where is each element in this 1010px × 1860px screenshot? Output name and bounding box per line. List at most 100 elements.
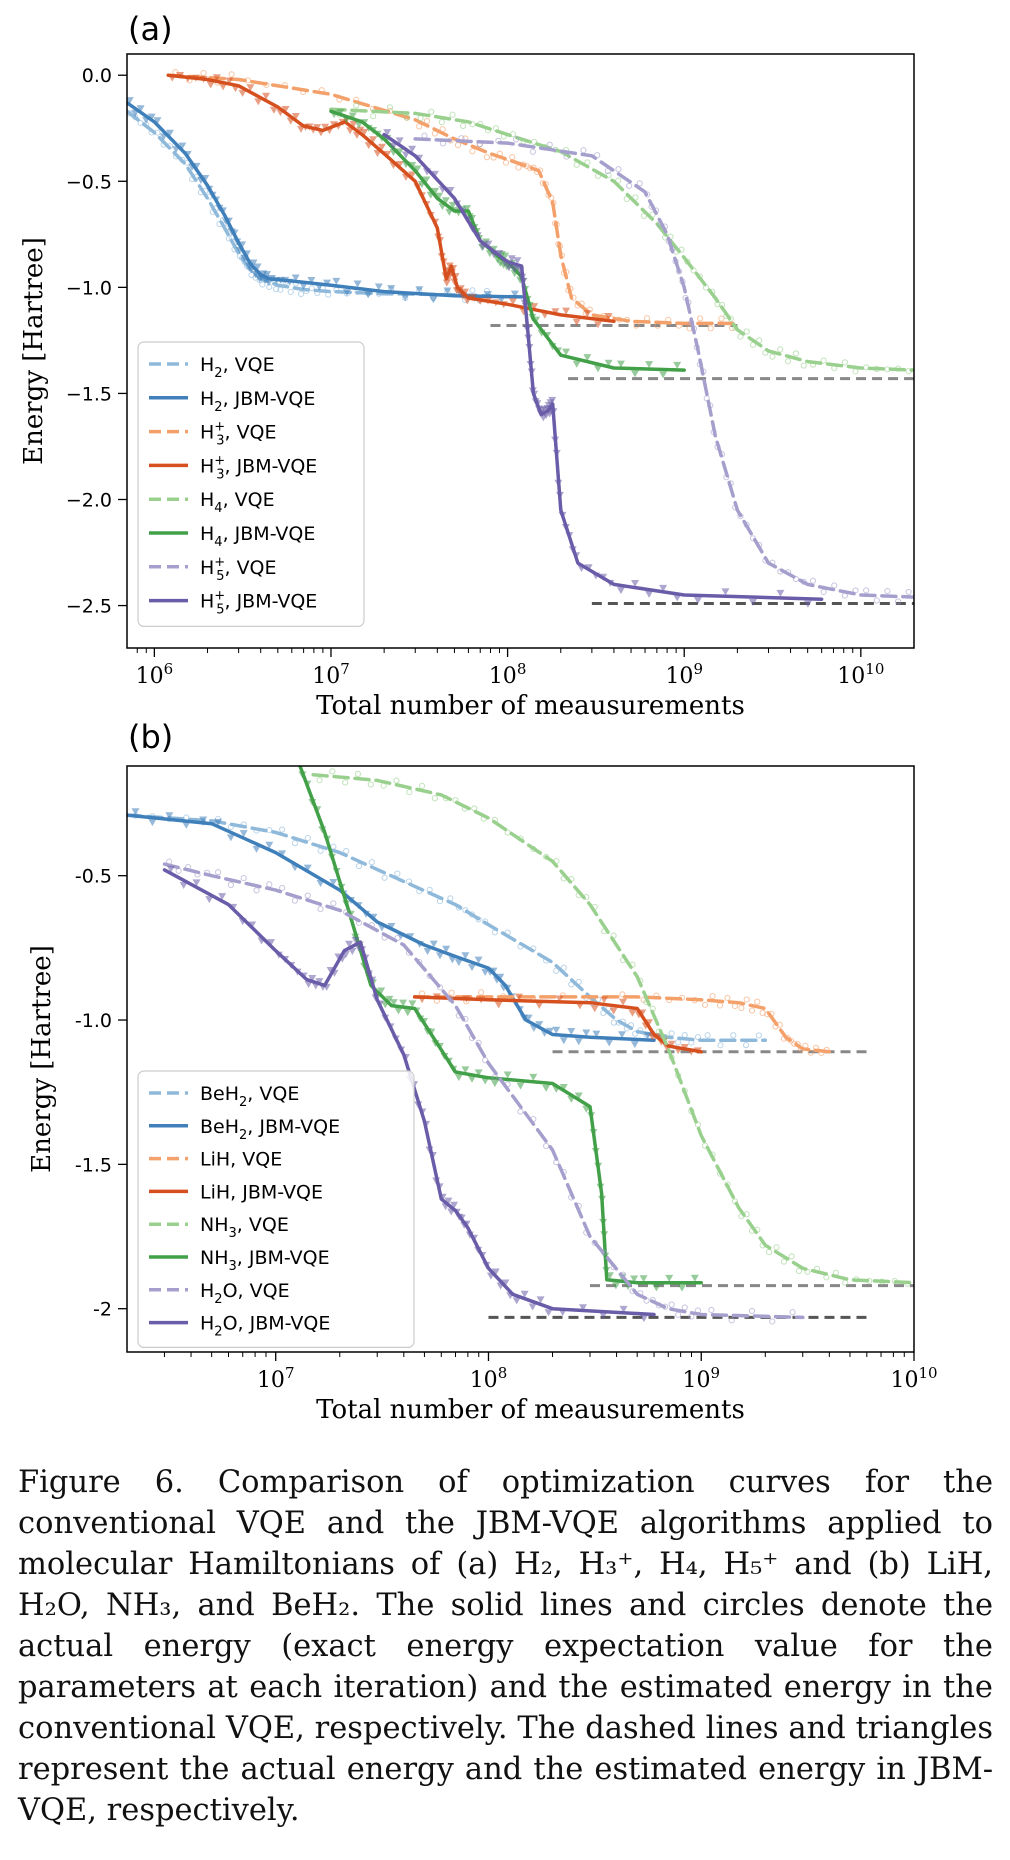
series-line-lih-jbm-vqe <box>412 995 703 1054</box>
estimate-marker <box>562 307 571 315</box>
estimate-marker <box>467 1075 476 1083</box>
estimate-marker <box>820 588 827 596</box>
estimate-marker <box>517 1108 524 1115</box>
estimate-marker <box>578 1304 587 1312</box>
estimate-marker <box>461 288 470 296</box>
estimate-marker <box>423 117 431 125</box>
series-nh3-vqe <box>311 768 914 1287</box>
estimate-marker <box>287 288 294 296</box>
estimate-marker <box>225 77 234 85</box>
estimate-marker <box>820 357 827 364</box>
estimate-marker <box>675 1311 682 1318</box>
y-tick-label: −2.0 <box>66 490 112 512</box>
estimate-marker <box>330 900 337 907</box>
estimate-marker <box>317 847 324 854</box>
estimate-marker <box>345 940 354 948</box>
estimate-marker <box>697 315 704 322</box>
estimate-marker <box>265 841 274 849</box>
estimate-marker <box>567 1028 576 1036</box>
estimate-marker <box>467 964 476 972</box>
series-line-h4-vqe <box>329 107 914 372</box>
estimate-marker <box>200 70 207 77</box>
legend-entry: H4, VQE <box>200 489 275 516</box>
estimate-marker <box>431 795 438 802</box>
estimate-marker <box>529 1073 538 1081</box>
estimate-marker <box>364 291 373 299</box>
estimate-marker <box>291 897 299 904</box>
estimate-marker <box>199 816 208 824</box>
estimate-marker <box>254 98 263 106</box>
estimate-marker <box>387 922 396 930</box>
estimate-marker <box>394 870 401 877</box>
y-tick-label: -2 <box>93 1299 112 1321</box>
legend-entry: H2, VQE <box>200 354 275 381</box>
estimate-marker <box>544 1309 553 1317</box>
estimate-marker <box>583 354 592 362</box>
estimate-marker <box>675 1039 682 1046</box>
estimate-marker <box>707 325 714 332</box>
estimate-marker <box>709 993 716 1000</box>
estimate-marker <box>278 850 287 858</box>
estimate-marker <box>701 1142 709 1149</box>
estimate-marker <box>395 148 404 156</box>
estimate-marker <box>789 1309 796 1316</box>
estimate-marker <box>153 117 162 125</box>
estimate-marker <box>510 290 519 298</box>
estimate-marker <box>401 294 410 302</box>
estimate-marker <box>717 1042 724 1049</box>
estimate-marker <box>332 277 341 285</box>
estimate-marker <box>461 952 470 960</box>
estimate-marker <box>574 1038 583 1046</box>
estimate-marker <box>548 396 557 404</box>
x-axis-label: Total number of meausurements <box>316 691 745 721</box>
estimate-marker <box>368 859 375 866</box>
series-line-nh3-vqe <box>311 772 914 1285</box>
estimate-marker <box>423 948 432 956</box>
estimate-marker <box>737 333 744 340</box>
legend-entry: H2O, VQE <box>200 1280 290 1307</box>
estimate-marker <box>618 1031 627 1039</box>
estimate-marker <box>148 819 157 827</box>
axes-frame <box>126 765 915 1353</box>
estimate-marker <box>690 1274 699 1282</box>
estimate-marker <box>394 1007 403 1015</box>
estimate-marker <box>543 1142 550 1150</box>
estimate-marker <box>219 83 228 91</box>
estimate-marker <box>408 171 417 179</box>
estimate-marker <box>315 978 324 986</box>
estimate-marker <box>631 580 640 588</box>
estimate-marker <box>469 121 476 128</box>
estimate-marker <box>718 315 725 322</box>
estimate-marker <box>428 108 435 115</box>
estimate-marker <box>342 779 349 786</box>
legend-entry: H4, JBM-VQE <box>200 523 315 550</box>
estimate-marker <box>604 359 613 367</box>
estimate-marker <box>269 106 278 114</box>
estimate-marker <box>403 114 410 121</box>
estimate-marker <box>316 777 323 784</box>
estimate-marker <box>441 197 450 205</box>
y-axis: 0.0 −0.5 −1.0 −1.5 −2.0 −2.5 <box>66 65 127 618</box>
estimate-marker <box>304 980 313 988</box>
estimate-marker <box>645 361 654 369</box>
legend: H2, VQE H2, JBM-VQE H+ 3, VQE H+ 3, JBM-VQE H4… <box>137 341 365 627</box>
y-axis-label: Energy [Hartree] <box>27 945 57 1173</box>
estimate-marker <box>562 348 571 356</box>
estimate-marker <box>599 1312 608 1320</box>
estimate-marker <box>262 92 271 100</box>
legend-entry: LiH, VQE <box>200 1149 282 1171</box>
estimate-marker <box>582 1029 591 1037</box>
legend-entry: NH3, VQE <box>200 1214 289 1241</box>
estimate-marker <box>535 1021 544 1029</box>
estimate-marker <box>263 271 272 279</box>
estimate-marker <box>165 129 174 137</box>
estimate-marker <box>803 600 812 608</box>
estimate-marker <box>742 1042 750 1049</box>
estimate-marker <box>279 826 286 833</box>
estimate-marker <box>668 1301 675 1308</box>
estimate-marker <box>450 1201 459 1209</box>
x-tick-label: 107 <box>312 660 350 689</box>
estimate-marker <box>303 864 312 872</box>
estimate-marker <box>681 1304 688 1311</box>
estimate-marker <box>438 119 445 126</box>
